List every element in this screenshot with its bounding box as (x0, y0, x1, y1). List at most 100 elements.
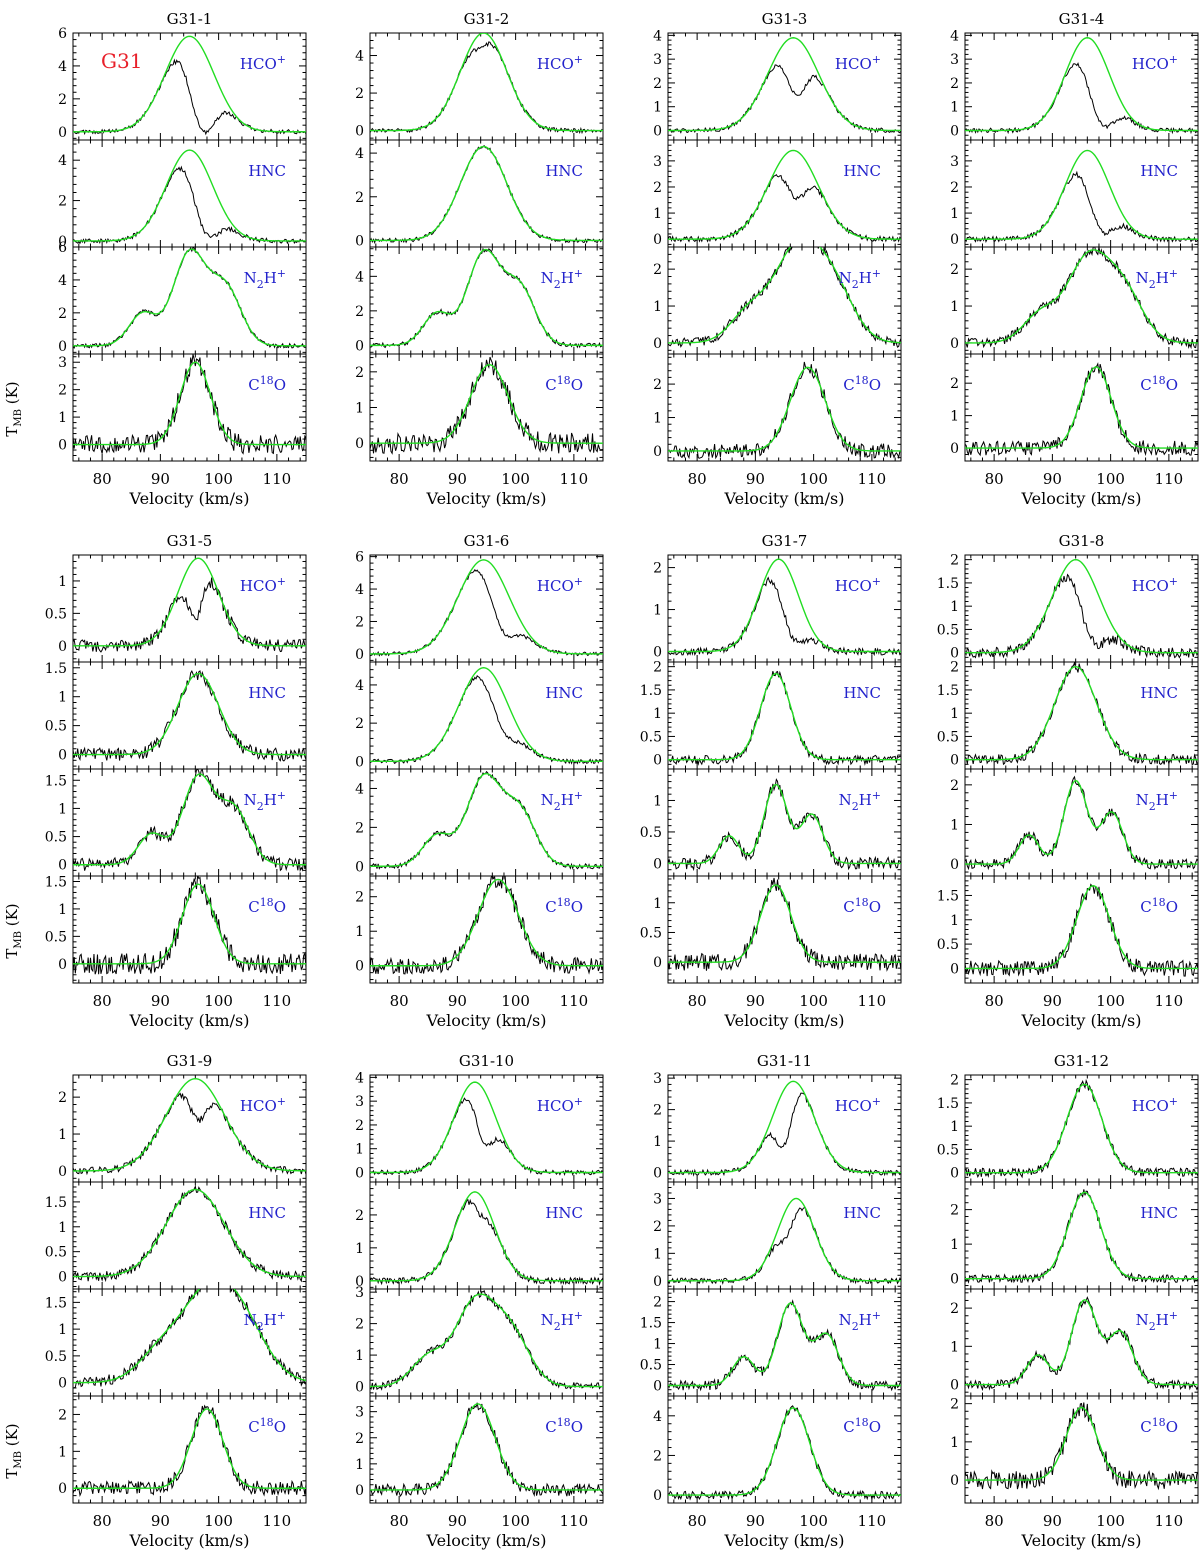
line-label: C18O (545, 896, 583, 916)
y-axis-label: TMB (K) (3, 1423, 24, 1478)
model-spectrum (965, 366, 1198, 449)
y-tick-label: 0 (950, 1166, 959, 1182)
panel-g31-8: G31-8 0 0.5 1 1.5 2 HCO+ 0 0.5 1 1.5 2 HNC 0 1 2 N2H+ 0 0.… (937, 532, 1199, 1030)
subplot-hnc: 0 1 2 HNC (355, 1181, 604, 1290)
y-tick-label: 4 (58, 273, 67, 289)
subplot-n2hplus: 0 2 4 6 N2H+ (58, 240, 307, 355)
y-tick-label: 1 (653, 793, 662, 809)
y-tick-label: 0 (355, 233, 364, 249)
model-spectrum (73, 883, 306, 965)
y-tick-label: 1 (58, 1444, 67, 1460)
observed-spectrum (370, 144, 603, 245)
y-tick-label: 0 (950, 336, 959, 352)
y-tick-label: 0 (58, 339, 67, 355)
x-tick-label: 80 (688, 992, 707, 1010)
model-spectrum (965, 1299, 1198, 1386)
model-spectrum (73, 1408, 306, 1489)
y-tick-label: 4 (58, 59, 67, 75)
y-tick-label: 2 (950, 376, 959, 392)
y-tick-label: 2 (355, 190, 364, 206)
y-tick-label: 4 (950, 28, 959, 44)
subplot-hcoplus: 0 1 2 3 4 HCO+ (653, 28, 902, 141)
line-label: C18O (1140, 896, 1178, 916)
model-spectrum (73, 557, 306, 647)
y-tick-label: 2 (355, 1431, 364, 1447)
y-tick-label: 0 (355, 859, 364, 875)
y-tick-label: 1 (653, 1337, 662, 1353)
x-tick-label: 90 (151, 470, 170, 488)
model-spectrum (965, 249, 1198, 344)
x-tick-label: 80 (985, 1512, 1004, 1530)
line-label: N2H+ (1136, 789, 1178, 813)
line-label: HCO+ (835, 575, 881, 595)
axes-frame (964, 139, 1199, 248)
y-tick-label: 1.5 (45, 1295, 67, 1311)
y-tick-label: 1 (653, 1134, 662, 1150)
x-tick-label: 100 (799, 992, 828, 1010)
panel-title: G31-9 (167, 1052, 213, 1070)
x-axis-label: Velocity (km/s) (129, 1011, 250, 1030)
x-tick-label: 110 (1155, 470, 1184, 488)
axes-frame (964, 661, 1199, 770)
line-label: C18O (545, 374, 583, 394)
line-label: C18O (545, 1416, 583, 1436)
y-tick-label: 0 (653, 645, 662, 661)
x-tick-label: 80 (390, 470, 409, 488)
line-label: N2H+ (839, 1309, 881, 1333)
y-tick-label: 1 (58, 1322, 67, 1338)
model-spectrum (965, 779, 1198, 865)
line-label: HCO+ (835, 53, 881, 73)
panel-title: G31-2 (464, 10, 510, 28)
panel-title: G31-1 (167, 10, 213, 28)
x-tick-label: 80 (390, 1512, 409, 1530)
x-tick-label: 80 (985, 992, 1004, 1010)
axes-frame (964, 1074, 1199, 1183)
x-tick-label: 100 (204, 470, 233, 488)
subplot-c18o: 0 0.5 1 1.5 C18O 80 90 100 110 Velocity (km/s) (45, 874, 307, 1030)
model-spectrum (668, 37, 901, 132)
line-label: HCO+ (835, 1095, 881, 1115)
y-tick-label: 0.5 (937, 622, 959, 638)
x-tick-label: 80 (688, 470, 707, 488)
y-tick-label: 4 (355, 1070, 364, 1086)
model-spectrum (370, 559, 603, 655)
y-tick-label: 1 (950, 100, 959, 116)
y-tick-label: 3 (950, 52, 959, 68)
panel-g31-7: G31-7 0 1 2 HCO+ 0 0.5 1 1.5 2 HNC 0 0.5 1 N2H+ 0 0.5 1 C1… (640, 532, 902, 1030)
y-tick-label: 0 (653, 1379, 662, 1395)
x-tick-label: 110 (263, 470, 292, 488)
line-label: N2H+ (541, 267, 583, 291)
subplot-n2hplus: 0 1 2 3 N2H+ (355, 1285, 604, 1397)
y-tick-label: 0.5 (937, 1142, 959, 1158)
model-spectrum (370, 363, 603, 444)
panel-title: G31-10 (459, 1052, 514, 1070)
subplot-n2hplus: 0 2 4 N2H+ (355, 246, 604, 355)
x-tick-label: 80 (93, 1512, 112, 1530)
y-tick-label: 0 (950, 1272, 959, 1288)
x-tick-label: 110 (560, 470, 589, 488)
line-label: N2H+ (1136, 1309, 1178, 1333)
y-tick-label: 1 (653, 1246, 662, 1262)
y-tick-label: 1 (950, 1339, 959, 1355)
y-tick-label: 0 (653, 856, 662, 872)
y-tick-label: 1 (58, 410, 67, 426)
line-label: HCO+ (1132, 53, 1178, 73)
y-tick-label: 0 (653, 336, 662, 352)
y-tick-label: 0 (355, 436, 364, 452)
observed-spectrum (965, 662, 1198, 766)
subplot-c18o: 0 1 2 C18O 80 90 100 110 Velocity (km/s) (355, 353, 604, 508)
y-tick-label: 0 (653, 232, 662, 248)
y-tick-label: 4 (355, 781, 364, 797)
model-spectrum (965, 1191, 1198, 1280)
x-tick-label: 90 (1043, 1512, 1062, 1530)
y-tick-label: 3 (58, 355, 67, 371)
y-tick-label: 2 (950, 1203, 959, 1219)
y-tick-label: 1 (355, 1348, 364, 1364)
subplot-hcoplus: 0 0.5 1 HCO+ (45, 554, 307, 663)
y-tick-label: 2 (950, 76, 959, 92)
y-tick-label: 2 (355, 1317, 364, 1333)
x-tick-label: 90 (746, 470, 765, 488)
y-tick-label: 0 (58, 639, 67, 655)
